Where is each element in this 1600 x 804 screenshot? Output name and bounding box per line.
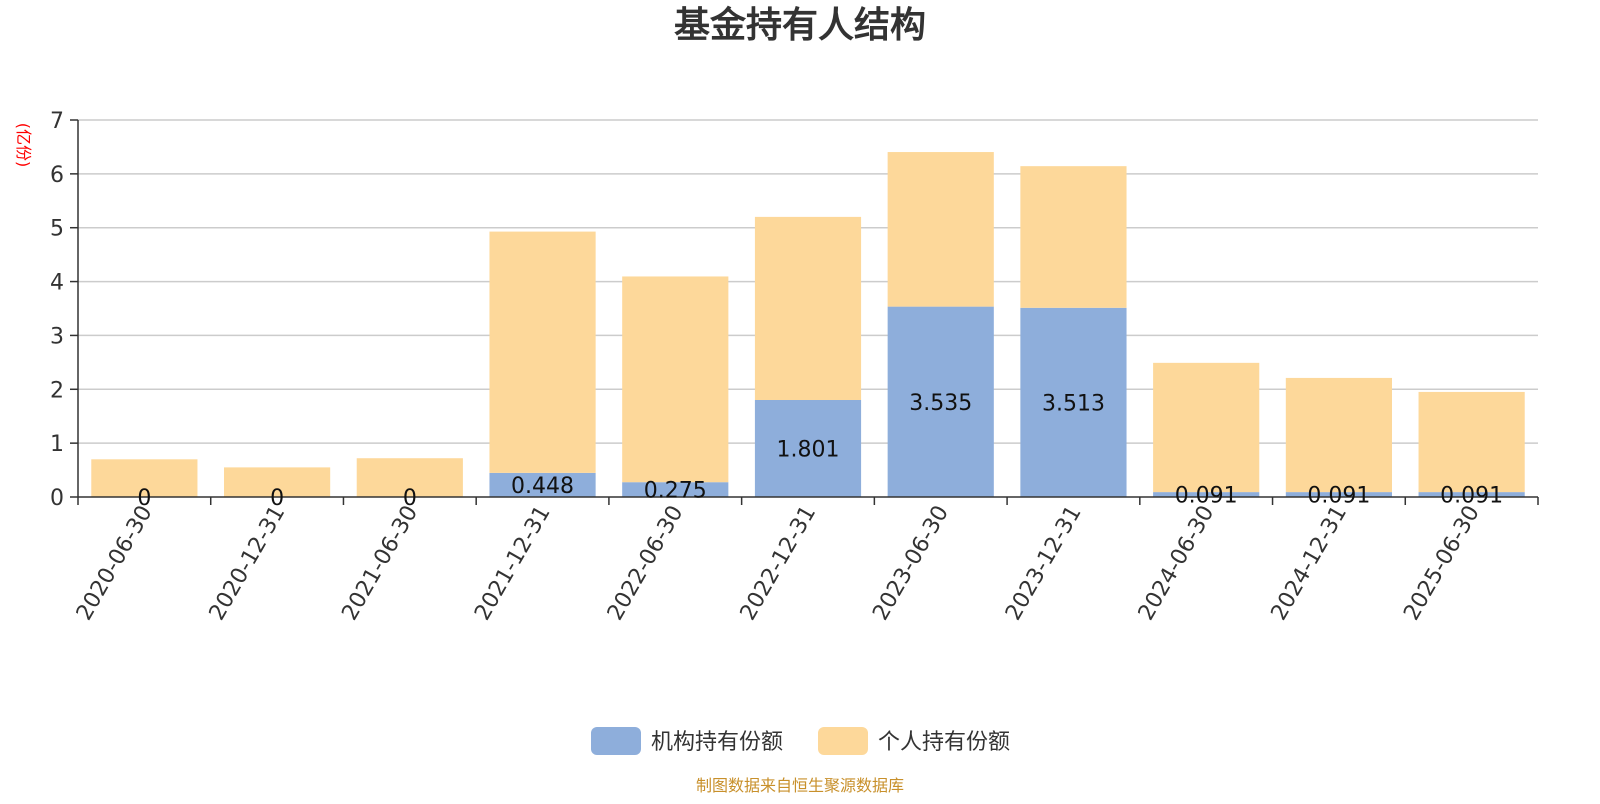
bars: [91, 152, 1525, 497]
bar-institutional: [489, 472, 596, 497]
legend-label: 机构持有份额: [651, 730, 783, 755]
bar-value-label: 0.091: [1307, 484, 1370, 509]
bar-individual: [1418, 391, 1525, 493]
bar-value-label: 0: [270, 486, 284, 511]
bar-labels: 0 0 0 0.448 0.275 1.801 3.535 3.513 0.091 0.091 0.…: [137, 391, 1503, 511]
data-source-note: 制图数据来自恒生聚源数据库: [696, 776, 904, 795]
bar-value-label: 0: [403, 486, 417, 511]
x-tick-label: 2021-12-31: [470, 502, 556, 625]
bar-institutional: [754, 400, 862, 497]
bar-value-label: 3.513: [1042, 391, 1105, 416]
chart-title: 基金持有人结构: [674, 4, 926, 46]
x-tick-label: 2021-06-30: [337, 502, 423, 625]
bar-individual: [224, 467, 331, 497]
legend-label: 个人持有份额: [878, 730, 1010, 755]
bar-individual: [489, 231, 596, 473]
bar-individual: [91, 459, 198, 497]
x-tick-label: 2023-12-31: [1001, 502, 1087, 625]
bar-individual: [622, 276, 729, 483]
bar-individual: [887, 152, 994, 307]
bar-value-label: 0.091: [1440, 484, 1503, 509]
bar-value-label: 0.275: [644, 479, 707, 504]
y-tick-label: 4: [50, 271, 64, 296]
bar-individual: [1020, 166, 1127, 308]
x-tick-label: 2022-06-30: [603, 502, 689, 625]
x-tick-label: 2022-12-31: [736, 502, 822, 625]
bar-institutional: [1020, 307, 1127, 497]
bar-value-label: 0: [137, 486, 151, 511]
bar-institutional: [887, 306, 994, 497]
y-tick-label: 2: [50, 378, 64, 403]
y-tick-label: 1: [50, 432, 64, 457]
bar-value-label: 3.535: [909, 391, 972, 416]
bar-institutional: [622, 482, 729, 497]
bar-value-label: 0.091: [1175, 484, 1238, 509]
legend: 机构持有份额 个人持有份额: [591, 727, 1010, 755]
x-tick-label: 2023-06-30: [868, 502, 954, 625]
y-tick-label: 3: [50, 324, 64, 349]
y-tick-label: 7: [50, 109, 64, 134]
bar-institutional: [1418, 492, 1525, 497]
y-tick-label: 6: [50, 163, 64, 188]
bar-individual: [1285, 377, 1392, 493]
bar-value-label: 1.801: [777, 438, 840, 463]
y-axis-unit: (亿份): [14, 123, 33, 168]
y-tick-label: 5: [50, 217, 64, 242]
bar-value-label: 0.448: [511, 474, 574, 499]
x-tick-label: 2024-12-31: [1267, 502, 1353, 625]
x-tick-label: 2024-06-30: [1134, 502, 1220, 625]
bar-individual: [754, 216, 862, 401]
legend-swatch: [818, 727, 868, 755]
bar-institutional: [1285, 492, 1392, 497]
x-tick-label: 2020-06-30: [72, 502, 158, 625]
x-tick-label: 2025-06-30: [1399, 502, 1485, 625]
bar-individual: [356, 458, 463, 497]
y-tick-label: 0: [50, 486, 64, 511]
x-tick-label: 2020-12-31: [205, 502, 291, 625]
bar-institutional: [1153, 492, 1260, 497]
legend-swatch: [591, 727, 641, 755]
bar-individual: [1153, 362, 1260, 493]
